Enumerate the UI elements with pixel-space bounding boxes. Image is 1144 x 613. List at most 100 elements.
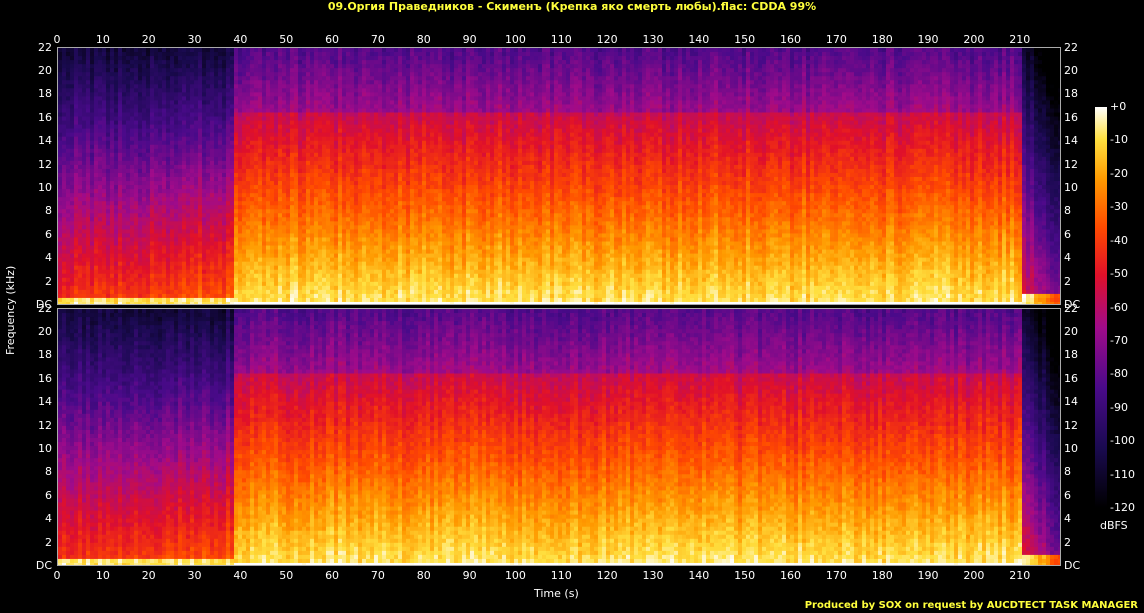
y-tick-right: 4: [1064, 251, 1071, 264]
y-tick-left: 22: [20, 302, 52, 315]
y-tick-right: 12: [1064, 158, 1078, 171]
y-tick-left: 16: [20, 111, 52, 124]
channel-2-spectrogram: [57, 308, 1061, 566]
y-tick-left: 18: [20, 87, 52, 100]
y-tick-left: DC: [20, 298, 52, 311]
x-tick-top: 40: [233, 33, 247, 46]
y-tick-left: DC: [20, 559, 52, 572]
x-tick-top: 120: [597, 33, 618, 46]
x-tick-top: 100: [505, 33, 526, 46]
y-tick-left: 4: [20, 512, 52, 525]
colorbar-tick: -10: [1110, 133, 1128, 146]
colorbar-tick: -80: [1110, 367, 1128, 380]
y-tick-left: 10: [20, 181, 52, 194]
y-tick-right: 6: [1064, 489, 1071, 502]
colorbar-tick: -90: [1110, 401, 1128, 414]
y-tick-left: 6: [20, 489, 52, 502]
x-tick-top: 200: [963, 33, 984, 46]
y-tick-right: 16: [1064, 372, 1078, 385]
colorbar-tick: -20: [1110, 167, 1128, 180]
colorbar-tick: -100: [1110, 434, 1135, 447]
y-tick-left: 4: [20, 251, 52, 264]
x-tick-bottom: 190: [918, 569, 939, 582]
y-tick-right: 8: [1064, 465, 1071, 478]
y-tick-right: 2: [1064, 536, 1071, 549]
x-tick-bottom: 110: [551, 569, 572, 582]
colorbar-tick: -30: [1110, 200, 1128, 213]
x-tick-bottom: 200: [963, 569, 984, 582]
chart-title: 09.Оргия Праведников - Скименъ (Крепка я…: [0, 0, 1144, 13]
x-tick-bottom: 80: [417, 569, 431, 582]
x-tick-bottom: 30: [188, 569, 202, 582]
y-tick-right: 22: [1064, 302, 1078, 315]
x-tick-top: 90: [463, 33, 477, 46]
y-tick-right: 20: [1064, 64, 1078, 77]
y-tick-right: 6: [1064, 228, 1071, 241]
channel-1-plot: [58, 48, 1060, 304]
colorbar-label: dBFS: [1100, 519, 1128, 532]
y-tick-left: 8: [20, 465, 52, 478]
x-tick-top: 180: [872, 33, 893, 46]
y-tick-left: 22: [20, 41, 52, 54]
x-tick-bottom: 160: [780, 569, 801, 582]
channel-1-spectrogram: [57, 47, 1061, 305]
y-tick-left: 20: [20, 64, 52, 77]
colorbar-tick: -110: [1110, 468, 1135, 481]
x-tick-top: 150: [734, 33, 755, 46]
colorbar: [1095, 107, 1107, 508]
y-tick-left: 2: [20, 275, 52, 288]
colorbar-tick: -50: [1110, 267, 1128, 280]
x-tick-bottom: 210: [1009, 569, 1030, 582]
x-tick-bottom: 60: [325, 569, 339, 582]
y-tick-left: 12: [20, 419, 52, 432]
x-tick-top: 80: [417, 33, 431, 46]
x-axis-label: Time (s): [534, 587, 579, 600]
y-tick-left: 20: [20, 325, 52, 338]
x-tick-bottom: 130: [642, 569, 663, 582]
y-tick-right: 10: [1064, 442, 1078, 455]
y-tick-right: DC: [1064, 559, 1080, 572]
x-tick-bottom: 90: [463, 569, 477, 582]
y-tick-right: 12: [1064, 419, 1078, 432]
x-tick-top: 10: [96, 33, 110, 46]
y-axis-label: Frequency (kHz): [4, 266, 17, 355]
x-tick-top: 190: [918, 33, 939, 46]
y-tick-right: 22: [1064, 41, 1078, 54]
y-tick-right: 16: [1064, 111, 1078, 124]
y-tick-left: 14: [20, 134, 52, 147]
y-tick-right: 2: [1064, 275, 1071, 288]
x-tick-bottom: 10: [96, 569, 110, 582]
x-tick-top: 160: [780, 33, 801, 46]
y-tick-right: 8: [1064, 204, 1071, 217]
x-tick-top: 70: [371, 33, 385, 46]
x-tick-bottom: 100: [505, 569, 526, 582]
y-tick-left: 16: [20, 372, 52, 385]
x-tick-top: 130: [642, 33, 663, 46]
y-tick-right: 10: [1064, 181, 1078, 194]
colorbar-tick: -60: [1110, 301, 1128, 314]
x-tick-top: 0: [54, 33, 61, 46]
y-tick-left: 2: [20, 536, 52, 549]
x-tick-bottom: 120: [597, 569, 618, 582]
x-tick-bottom: 170: [826, 569, 847, 582]
y-tick-left: 10: [20, 442, 52, 455]
x-tick-top: 140: [688, 33, 709, 46]
x-tick-bottom: 140: [688, 569, 709, 582]
x-tick-top: 170: [826, 33, 847, 46]
y-tick-left: 12: [20, 158, 52, 171]
x-tick-bottom: 0: [54, 569, 61, 582]
channel-2-plot: [58, 309, 1060, 565]
y-tick-right: 4: [1064, 512, 1071, 525]
y-tick-right: 18: [1064, 348, 1078, 361]
x-tick-top: 50: [279, 33, 293, 46]
x-tick-bottom: 150: [734, 569, 755, 582]
y-tick-left: 14: [20, 395, 52, 408]
x-tick-bottom: 50: [279, 569, 293, 582]
colorbar-tick: -120: [1110, 501, 1135, 514]
y-tick-left: 8: [20, 204, 52, 217]
x-tick-top: 20: [142, 33, 156, 46]
x-tick-top: 110: [551, 33, 572, 46]
colorbar-tick: -70: [1110, 334, 1128, 347]
x-tick-top: 60: [325, 33, 339, 46]
